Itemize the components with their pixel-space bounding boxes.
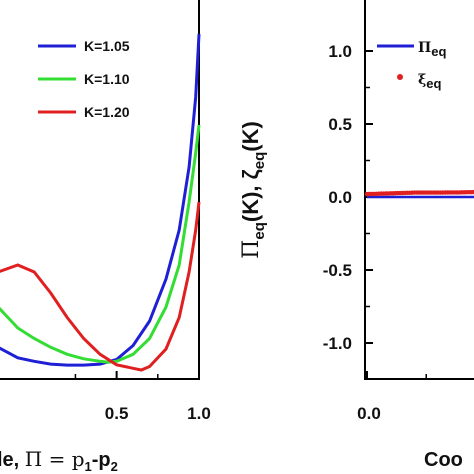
- right-ylabel: Πeq(K), ζeq(K): [238, 121, 268, 259]
- left-x-tick-label: 1.0: [187, 404, 211, 423]
- right-ylabel-mid: (K), ζ: [238, 169, 263, 222]
- legend-label-k110: K=1.10: [84, 71, 130, 87]
- left-x-tick-label: 0.5: [105, 404, 129, 423]
- left-x-ticks: 0.5 1.0: [74, 371, 211, 423]
- legend-label-k105: K=1.05: [84, 38, 130, 54]
- left-xlabel-sub2: 2: [111, 459, 118, 474]
- right-y-tick-label: -1.0: [323, 334, 352, 353]
- legend-pi-main: Π: [418, 40, 431, 56]
- right-y-tick-label: 1.0: [328, 42, 352, 61]
- right-ylabel-end: (K): [238, 121, 263, 152]
- left-legend: K=1.05 K=1.10 K=1.20: [38, 38, 130, 120]
- left-panel: 0.5 1.0 K=1.05 K=1.10 K=1.20 le, Π = p1-p…: [0, 0, 211, 474]
- legend-xi-main: ξ: [418, 72, 426, 88]
- right-y-tick-label: 0.5: [328, 115, 352, 134]
- right-series-group: [364, 189, 474, 199]
- left-series-line-0: [0, 33, 201, 367]
- legend-marker-xi-eq: [397, 74, 403, 80]
- legend-label-pi-eq: Πeq: [418, 40, 446, 59]
- legend-label-xi-eq: ξeq: [418, 72, 442, 91]
- right-ylabel-sub2: eq: [251, 152, 268, 170]
- right-ylabel-pi: Π: [239, 240, 264, 259]
- right-plot-frame: [364, 0, 474, 380]
- right-xlabel: Coo: [424, 449, 463, 471]
- right-x-tick-label: 0.0: [357, 404, 381, 423]
- left-series-line-2: [0, 201, 201, 372]
- right-x-ticks: 0.00.5: [357, 371, 427, 423]
- legend-pi-sub: eq: [431, 44, 446, 59]
- left-xlabel-pi: Π = p: [25, 447, 85, 471]
- left-plot-frame: [0, 0, 200, 380]
- left-xlabel-prefix: le,: [0, 449, 25, 471]
- legend-label-k120: K=1.20: [84, 104, 130, 120]
- right-legend: Πeq ξeq: [377, 40, 446, 91]
- left-xlabel: le, Π = p1-p2: [0, 447, 118, 474]
- left-xlabel-sub1: 1: [85, 459, 92, 474]
- right-y-tick-label: 0.0: [328, 188, 352, 207]
- legend-xi-sub: eq: [426, 76, 441, 91]
- right-series-point-1: [471, 189, 474, 195]
- left-xlabel-minus: -p: [92, 449, 111, 471]
- right-ylabel-sub1: eq: [251, 222, 268, 240]
- right-y-ticks: 1.0 0.5 0.0 -0.5 -1.0: [323, 42, 373, 353]
- right-panel: 1.00.50.0-0.5-1.0 0.00.5 Πeq ξeq Πeq(K),…: [238, 0, 474, 471]
- left-series-group: [0, 33, 201, 372]
- left-series-line-1: [0, 124, 201, 364]
- right-y-tick-label: -0.5: [323, 261, 352, 280]
